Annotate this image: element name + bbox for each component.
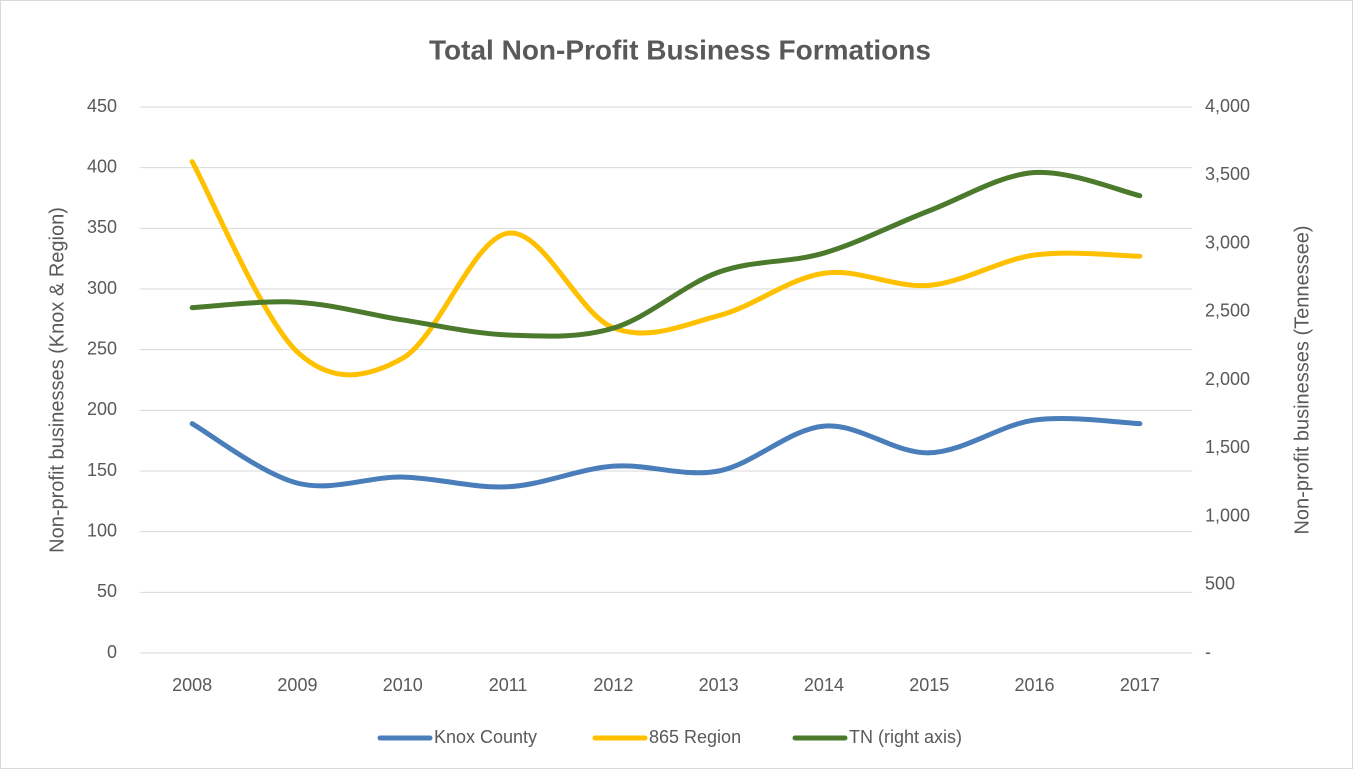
y2-tick-label: 3,000: [1205, 232, 1250, 252]
y-tick-label: 400: [87, 156, 117, 176]
y-tick-label: 250: [87, 338, 117, 358]
y-tick-label: 350: [87, 217, 117, 237]
x-tick-label: 2010: [383, 675, 423, 695]
legend-label: Knox County: [434, 727, 537, 747]
y2-tick-label: 500: [1205, 574, 1235, 594]
y2-tick-label: 1,500: [1205, 437, 1250, 457]
x-tick-label: 2017: [1120, 675, 1160, 695]
y2-axis-title: Non-profit businesses (Tennessee): [1291, 225, 1313, 534]
x-tick-label: 2008: [172, 675, 212, 695]
chart-title: Total Non-Profit Business Formations: [429, 34, 931, 65]
line-series: [189, 416, 1143, 490]
legend-label: 865 Region: [649, 727, 741, 747]
y-tick-label: 150: [87, 460, 117, 480]
x-tick-label: 2016: [1015, 675, 1055, 695]
y-tick-label: 50: [97, 581, 117, 601]
line-series: [189, 169, 1143, 339]
y2-tick-label: 3,500: [1205, 164, 1250, 184]
x-tick-label: 2014: [804, 675, 844, 695]
y2-tick-label: -: [1205, 642, 1211, 662]
x-tick-label: 2015: [909, 675, 949, 695]
x-tick-label: 2009: [277, 675, 317, 695]
legend-label: TN (right axis): [849, 727, 962, 747]
y-tick-label: 0: [107, 642, 117, 662]
y-tick-label: 300: [87, 278, 117, 298]
y-tick-label: 100: [87, 520, 117, 540]
y2-tick-label: 2,500: [1205, 301, 1250, 321]
y2-tick-label: 1,000: [1205, 505, 1250, 525]
x-tick-label: 2013: [699, 675, 739, 695]
line-series: [189, 159, 1143, 378]
y-tick-label: 450: [87, 96, 117, 116]
y-tick-label: 200: [87, 399, 117, 419]
y-axis-title: Non-profit businesses (Knox & Region): [46, 207, 68, 553]
x-tick-label: 2011: [489, 675, 528, 695]
y2-tick-label: 2,000: [1205, 369, 1250, 389]
x-tick-label: 2012: [593, 675, 633, 695]
y2-tick-label: 4,000: [1205, 96, 1250, 116]
